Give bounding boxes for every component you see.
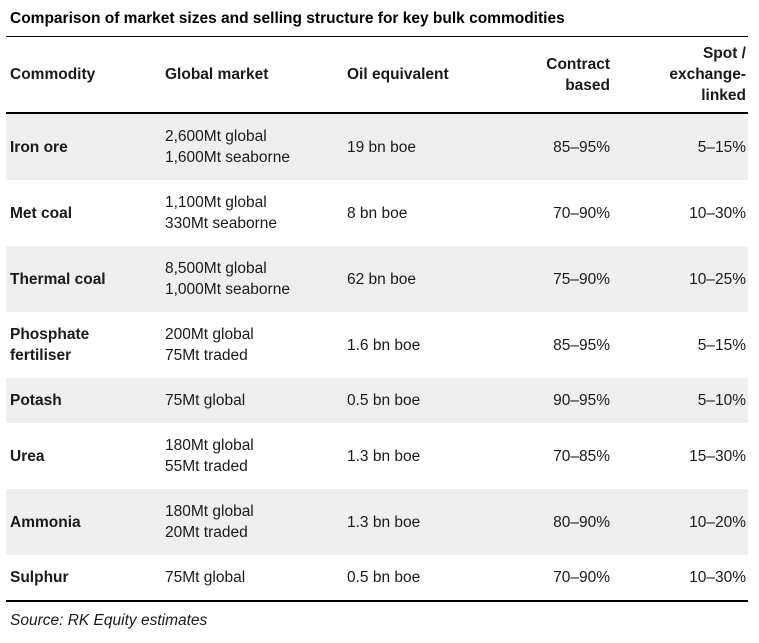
table-row: Met coal 1,100Mt global 330Mt seaborne 8… bbox=[6, 180, 748, 246]
column-header-oil-equivalent: Oil equivalent bbox=[345, 37, 495, 114]
commodity-cell: Sulphur bbox=[10, 569, 69, 586]
global-market-cell: 75Mt global bbox=[165, 569, 246, 586]
commodity-cell: Potash bbox=[10, 392, 62, 409]
oil-equivalent-cell: 1.3 bn boe bbox=[347, 513, 421, 531]
commodity-cell: Met coal bbox=[10, 204, 73, 222]
oil-equivalent-cell: 62 bn boe bbox=[347, 270, 416, 288]
table-row: Sulphur 75Mt global 0.5 bn boe 70–90% 10… bbox=[6, 555, 748, 600]
source-note: Source: RK Equity estimates bbox=[10, 612, 208, 629]
oil-equivalent-cell: 1.3 bn boe bbox=[347, 447, 421, 465]
column-header-contract-based: Contract based bbox=[495, 37, 610, 114]
table-row: Ammonia 180Mt global 20Mt traded 1.3 bn … bbox=[6, 489, 748, 555]
column-header-global-market: Global market bbox=[163, 37, 345, 114]
global-market-cell: 180Mt global 55Mt traded bbox=[165, 437, 254, 475]
commodity-cell: Urea bbox=[10, 447, 45, 465]
spot-exchange-linked-cell: 5–10% bbox=[697, 392, 746, 409]
oil-equivalent-cell: 1.6 bn boe bbox=[347, 336, 421, 354]
contract-based-cell: 85–95% bbox=[553, 138, 610, 156]
table-row: Phosphate fertiliser 200Mt global 75Mt t… bbox=[6, 312, 748, 378]
table-row: Urea 180Mt global 55Mt traded 1.3 bn boe… bbox=[6, 423, 748, 489]
contract-based-cell: 85–95% bbox=[553, 336, 610, 354]
contract-based-cell: 75–90% bbox=[553, 270, 610, 288]
contract-based-cell: 80–90% bbox=[553, 513, 610, 531]
global-market-cell: 8,500Mt global 1,000Mt seaborne bbox=[165, 260, 290, 298]
oil-equivalent-cell: 0.5 bn boe bbox=[347, 392, 421, 409]
commodity-cell: Iron ore bbox=[10, 138, 68, 156]
global-market-cell: 180Mt global 20Mt traded bbox=[165, 503, 254, 541]
spot-exchange-linked-cell: 10–30% bbox=[689, 569, 746, 586]
spot-exchange-linked-cell: 10–25% bbox=[689, 270, 746, 288]
spot-exchange-linked-cell: 15–30% bbox=[689, 447, 746, 465]
commodity-cell: Phosphate fertiliser bbox=[10, 326, 90, 364]
commodity-cell: Thermal coal bbox=[10, 270, 106, 288]
figure-container: Comparison of market sizes and selling s… bbox=[6, 10, 748, 629]
table-row: Iron ore 2,600Mt global 1,600Mt seaborne… bbox=[6, 113, 748, 180]
spot-exchange-linked-cell: 5–15% bbox=[697, 336, 746, 354]
spot-exchange-linked-cell: 10–20% bbox=[689, 513, 746, 531]
spot-exchange-linked-cell: 5–15% bbox=[697, 138, 746, 156]
commodity-cell: Ammonia bbox=[10, 513, 81, 531]
column-header-spot-exchange-linked: Spot / exchange- linked bbox=[610, 37, 748, 114]
table-row: Potash 75Mt global 0.5 bn boe 90–95% 5–1… bbox=[6, 378, 748, 423]
global-market-cell: 75Mt global bbox=[165, 392, 246, 409]
oil-equivalent-cell: 19 bn boe bbox=[347, 138, 416, 156]
commodities-table: Commodity Global market Oil equivalent C… bbox=[6, 37, 748, 600]
contract-based-cell: 90–95% bbox=[553, 392, 610, 409]
page-title: Comparison of market sizes and selling s… bbox=[10, 10, 565, 27]
global-market-cell: 2,600Mt global 1,600Mt seaborne bbox=[165, 128, 290, 166]
global-market-cell: 200Mt global 75Mt traded bbox=[165, 326, 254, 364]
table-row: Thermal coal 8,500Mt global 1,000Mt seab… bbox=[6, 246, 748, 312]
bottom-rule bbox=[6, 600, 748, 602]
column-header-commodity: Commodity bbox=[6, 37, 163, 114]
header-row: Commodity Global market Oil equivalent C… bbox=[6, 37, 748, 114]
spot-exchange-linked-cell: 10–30% bbox=[689, 204, 746, 222]
contract-based-cell: 70–85% bbox=[553, 447, 610, 465]
oil-equivalent-cell: 0.5 bn boe bbox=[347, 569, 421, 586]
contract-based-cell: 70–90% bbox=[553, 569, 610, 586]
global-market-cell: 1,100Mt global 330Mt seaborne bbox=[165, 194, 278, 232]
oil-equivalent-cell: 8 bn boe bbox=[347, 204, 408, 222]
contract-based-cell: 70–90% bbox=[553, 204, 610, 222]
title-rule bbox=[6, 36, 748, 37]
